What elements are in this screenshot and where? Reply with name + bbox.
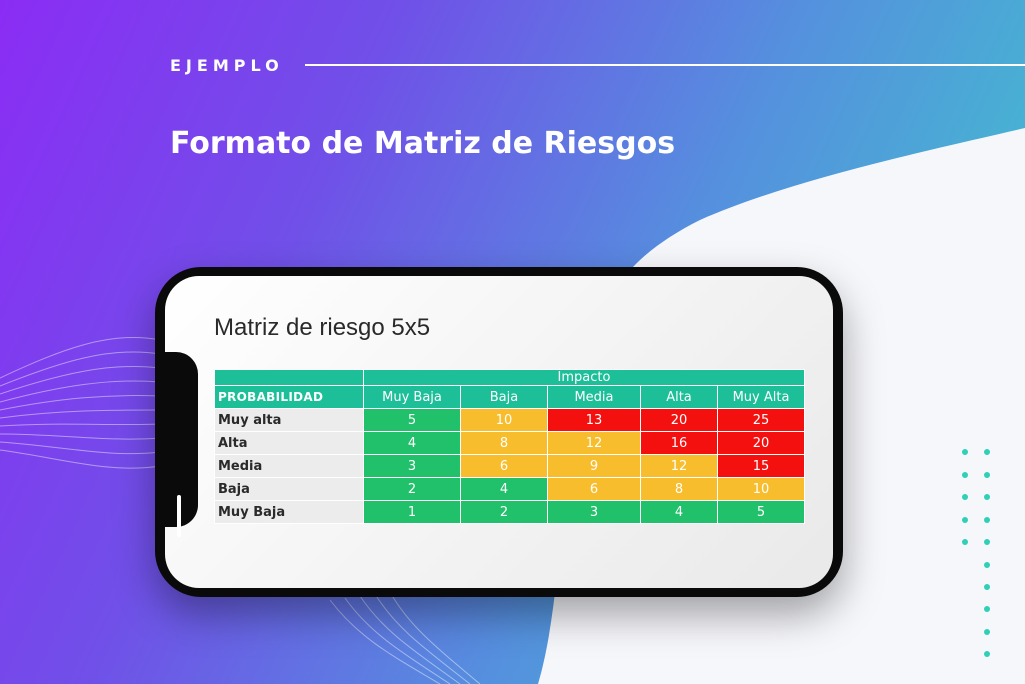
matrix-row: Alta 4 8 12 16 20 xyxy=(214,431,805,455)
impact-level-header: Muy Baja xyxy=(363,385,461,409)
probability-label: Muy Baja xyxy=(214,500,364,524)
risk-matrix-table: Impacto PROBABILIDAD Muy Baja Baja Media… xyxy=(214,369,805,524)
matrix-row: Baja 2 4 6 8 10 xyxy=(214,477,805,501)
phone-speaker xyxy=(177,495,181,537)
probability-label: Muy alta xyxy=(214,408,364,432)
risk-cell: 4 xyxy=(460,477,548,501)
impact-level-header: Alta xyxy=(640,385,718,409)
risk-cell: 2 xyxy=(363,477,461,501)
matrix-title: Matriz de riesgo 5x5 xyxy=(214,314,431,341)
risk-cell: 1 xyxy=(363,500,461,524)
risk-cell: 12 xyxy=(547,431,641,455)
risk-cell: 15 xyxy=(717,454,805,478)
risk-cell: 10 xyxy=(717,477,805,501)
impact-header: Impacto xyxy=(363,369,805,386)
probability-label: Baja xyxy=(214,477,364,501)
dot-grid-icon xyxy=(962,449,990,657)
risk-cell: 9 xyxy=(547,454,641,478)
risk-cell: 5 xyxy=(717,500,805,524)
risk-cell: 20 xyxy=(717,431,805,455)
eyebrow-divider xyxy=(305,64,1025,66)
matrix-row: Muy Baja 1 2 3 4 5 xyxy=(214,500,805,524)
risk-cell: 3 xyxy=(363,454,461,478)
probability-label: Media xyxy=(214,454,364,478)
eyebrow-label: EJEMPLO xyxy=(170,56,284,75)
risk-cell: 13 xyxy=(547,408,641,432)
impact-level-header: Muy Alta xyxy=(717,385,805,409)
risk-cell: 16 xyxy=(640,431,718,455)
phone-screen: Matriz de riesgo 5x5 Impacto PROBABILIDA… xyxy=(165,276,833,588)
impact-level-header: Baja xyxy=(460,385,548,409)
impact-header-spacer xyxy=(214,369,364,386)
risk-cell: 6 xyxy=(547,477,641,501)
probability-label: Alta xyxy=(214,431,364,455)
matrix-row: Muy alta 5 10 13 20 25 xyxy=(214,408,805,432)
risk-cell: 5 xyxy=(363,408,461,432)
risk-cell: 8 xyxy=(460,431,548,455)
phone-mockup: Matriz de riesgo 5x5 Impacto PROBABILIDA… xyxy=(155,267,843,597)
risk-cell: 2 xyxy=(460,500,548,524)
matrix-row: Media 3 6 9 12 15 xyxy=(214,454,805,478)
phone-notch xyxy=(165,352,198,537)
risk-cell: 4 xyxy=(640,500,718,524)
risk-cell: 3 xyxy=(547,500,641,524)
risk-cell: 20 xyxy=(640,408,718,432)
risk-cell: 10 xyxy=(460,408,548,432)
risk-cell: 6 xyxy=(460,454,548,478)
risk-cell: 12 xyxy=(640,454,718,478)
risk-cell: 8 xyxy=(640,477,718,501)
impact-level-header: Media xyxy=(547,385,641,409)
risk-cell: 25 xyxy=(717,408,805,432)
probability-header: PROBABILIDAD xyxy=(214,385,364,409)
page-title: Formato de Matriz de Riesgos xyxy=(170,126,676,161)
wave-lines-icon xyxy=(0,336,481,684)
risk-cell: 4 xyxy=(363,431,461,455)
